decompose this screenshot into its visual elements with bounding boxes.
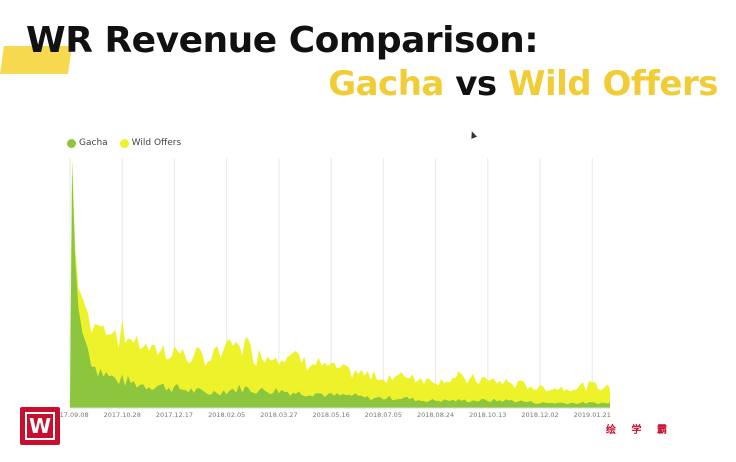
slide-title: WR Revenue Comparison: bbox=[26, 20, 539, 61]
x-tick-label-0: 2017.09.08 bbox=[51, 411, 88, 419]
legend-swatch-gacha bbox=[67, 138, 76, 148]
chart-legend: Gacha Wild Offers bbox=[67, 138, 187, 148]
x-tick-label-1: 2017.10.28 bbox=[104, 411, 141, 419]
x-tick-label-8: 2018.10.13 bbox=[469, 411, 506, 419]
x-tick-label-4: 2018.03.27 bbox=[260, 411, 297, 419]
slide-subtitle: Gacha vs Wild Offers bbox=[328, 64, 718, 104]
watermark-text: 绘 学 霸 bbox=[606, 425, 673, 436]
subtitle-gacha: Gacha bbox=[328, 64, 444, 104]
subtitle-vs: vs bbox=[455, 64, 497, 104]
legend-label-wild-offers: Wild Offers bbox=[131, 138, 182, 148]
brand-logo: W bbox=[20, 407, 60, 445]
series-area-gacha bbox=[70, 163, 610, 408]
legend-item-gacha[interactable]: Gacha bbox=[67, 138, 108, 148]
x-tick-label-5: 2018.05.16 bbox=[313, 411, 350, 419]
legend-label-gacha: Gacha bbox=[79, 138, 108, 148]
x-tick-label-7: 2018.08.24 bbox=[417, 411, 454, 419]
x-tick-label-2: 2017.12.17 bbox=[156, 411, 193, 419]
series-area-wild-offers bbox=[70, 158, 610, 408]
x-tick-label-6: 2018.07.05 bbox=[365, 411, 402, 419]
x-tick-label-9: 2018.12.02 bbox=[521, 411, 558, 419]
x-tick-label-3: 2018.02.05 bbox=[208, 411, 245, 419]
legend-swatch-wild-offers bbox=[119, 138, 129, 148]
x-tick-label-10: 2019.01.21 bbox=[574, 411, 611, 419]
logo-w-icon: W bbox=[25, 412, 55, 440]
subtitle-wild-offers: Wild Offers bbox=[507, 64, 719, 104]
legend-item-wild-offers[interactable]: Wild Offers bbox=[119, 138, 182, 148]
